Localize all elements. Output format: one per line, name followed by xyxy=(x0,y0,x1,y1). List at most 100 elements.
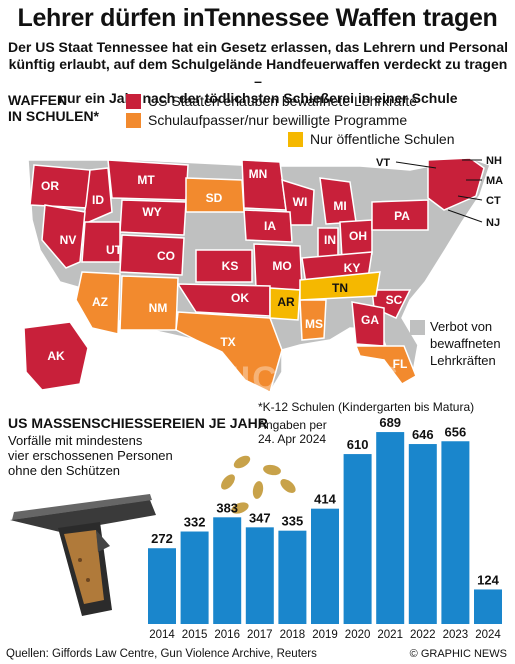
bar-2023 xyxy=(441,441,470,624)
state-label-ia: IA xyxy=(264,219,276,233)
pistol-illustration xyxy=(10,494,156,616)
state-label-ms: MS xyxy=(305,317,323,331)
state-ks xyxy=(195,249,253,283)
x-tick-label: 2019 xyxy=(312,629,338,641)
bar-value-label: 124 xyxy=(477,572,499,587)
state-label-ga: GA xyxy=(361,313,379,327)
state-label-mi: MI xyxy=(333,199,346,213)
state-label-co: CO xyxy=(157,249,175,263)
x-tick-label: 2020 xyxy=(345,629,371,641)
bar-2019 xyxy=(311,508,339,624)
bar-2020 xyxy=(343,454,372,624)
leader-ct xyxy=(457,195,483,201)
subtitle-line: Der US Staat Tennessee hat ein Gesetz er… xyxy=(7,39,509,55)
chart-subtitle-line: vier erschossenen Personen xyxy=(8,448,173,463)
state-label-az: AZ xyxy=(92,295,108,309)
x-tick-label: 2014 xyxy=(149,629,175,641)
bar-value-label: 414 xyxy=(314,492,336,507)
page-subtitle: Der US Staat Tennessee hat ein Gesetz er… xyxy=(4,39,512,107)
legend-label: Nur öffentliche Schulen xyxy=(310,131,455,147)
x-tick-label: 2022 xyxy=(410,629,436,641)
bar-2018 xyxy=(278,530,307,624)
side-label-nh: NH xyxy=(486,155,502,167)
x-tick-label: 2024 xyxy=(475,629,501,641)
state-pa xyxy=(371,199,429,231)
as-of-date: Angaben per 24. Apr 2024 xyxy=(258,418,327,446)
state-ar xyxy=(269,287,301,321)
state-label-pa: PA xyxy=(394,209,410,223)
bar-value-label: 332 xyxy=(184,515,206,530)
bar-value-label: 689 xyxy=(379,415,401,430)
watermark: GRAPHIC NEWS xyxy=(108,360,401,398)
bar-2021 xyxy=(376,432,405,624)
as-of-line: Angaben per xyxy=(258,418,327,432)
bar-value-label: 272 xyxy=(151,531,173,546)
subtitle-line: künftig erlaubt, auf dem Schulgelände Ha… xyxy=(8,56,508,89)
chart-title: US MASSENSCHIESSEREIEN JE JAHR xyxy=(8,415,268,431)
bar-value-label: 335 xyxy=(282,514,304,529)
bar-value-label: 610 xyxy=(347,437,369,452)
state-label-mn: MN xyxy=(249,167,268,181)
legend-swatch-yellow xyxy=(288,131,303,147)
state-label-ok: OK xyxy=(231,291,249,305)
state-label-ut: UT xyxy=(106,243,123,257)
bar-value-label: 347 xyxy=(249,510,271,525)
map-title-line: WAFFEN xyxy=(8,92,68,108)
bar-2015 xyxy=(180,531,209,624)
state-ia xyxy=(243,209,293,243)
bar-chart: 272 332 383 347 335 414 610 689 646 656 124 2014 20… xyxy=(10,415,502,641)
bar-2017 xyxy=(245,527,274,624)
ban-legend: Verbot von bewaffneten Lehrkräften xyxy=(410,318,501,369)
state-az xyxy=(75,271,121,335)
chart-subtitle-line: Vorfälle mit mindestens xyxy=(8,433,143,448)
legend-label: US Staaten erlauben bewaffnete Lehrkräft… xyxy=(148,93,418,109)
ban-label-line: Lehrkräften xyxy=(430,353,496,368)
sources: Quellen: Giffords Law Centre, Gun Violen… xyxy=(6,648,317,660)
bar-2022 xyxy=(408,444,437,624)
state-label-tx: TX xyxy=(220,335,235,349)
state-label-nv: NV xyxy=(60,233,77,247)
x-tick-label: 2015 xyxy=(182,629,208,641)
legend-item-guardian: Schulaufpasser/nur bewilligte Programme xyxy=(126,112,407,128)
state-label-nm: NM xyxy=(149,301,168,315)
map-title-line: IN SCHULEN* xyxy=(8,108,100,124)
footnote: *K-12 Schulen (Kindergarten bis Matura) xyxy=(258,400,475,414)
ban-label-line: Verbot von xyxy=(430,319,493,334)
side-label-nj: NJ xyxy=(486,217,500,229)
legend-label: Schulaufpasser/nur bewilligte Programme xyxy=(148,112,408,128)
state-ne-red xyxy=(427,157,485,211)
state-label-ky: KY xyxy=(344,261,361,275)
state-sd xyxy=(185,177,245,213)
state-tn xyxy=(299,271,381,301)
x-tick-label: 2023 xyxy=(443,629,469,641)
state-tx xyxy=(175,311,283,394)
state-label-wi: WI xyxy=(293,195,308,209)
state-label-mo: MO xyxy=(272,259,291,273)
state-label-oh: OH xyxy=(349,229,367,243)
state-co xyxy=(119,234,185,276)
chart-subtitle: Vorfälle mit mindestens vier erschossene… xyxy=(8,433,173,478)
leader-nj xyxy=(447,209,483,223)
state-label-fl: FL xyxy=(393,357,408,371)
bar-2014 xyxy=(148,548,176,624)
side-label-ct: CT xyxy=(486,195,501,207)
legend-swatch-red xyxy=(126,93,141,109)
credit: © GRAPHIC NEWS xyxy=(409,648,507,660)
legend-item-armed: US Staaten erlauben bewaffnete Lehrkräft… xyxy=(126,93,417,109)
state-ms xyxy=(299,299,327,341)
state-label-ak: AK xyxy=(47,349,65,363)
subtitle-line: nur ein Jahr nach der tödlichsten Schieß… xyxy=(58,90,458,106)
x-tick-label: 2016 xyxy=(214,629,240,641)
state-label-mt: MT xyxy=(137,173,155,187)
state-ak xyxy=(23,321,89,391)
state-label-ks: KS xyxy=(222,259,239,273)
state-label-sd: SD xyxy=(206,191,223,205)
bar-value-label: 656 xyxy=(445,424,467,439)
map-title: WAFFEN IN SCHULEN* xyxy=(8,92,99,124)
state-or xyxy=(29,164,91,209)
us-map: OR MT ID WY NV UT CO SD MN IA MI WI KS M… xyxy=(23,155,503,394)
side-label-ma: MA xyxy=(486,175,503,187)
bar-value-label: 646 xyxy=(412,427,434,442)
state-label-in: IN xyxy=(324,233,336,247)
x-tick-label: 2017 xyxy=(247,629,273,641)
